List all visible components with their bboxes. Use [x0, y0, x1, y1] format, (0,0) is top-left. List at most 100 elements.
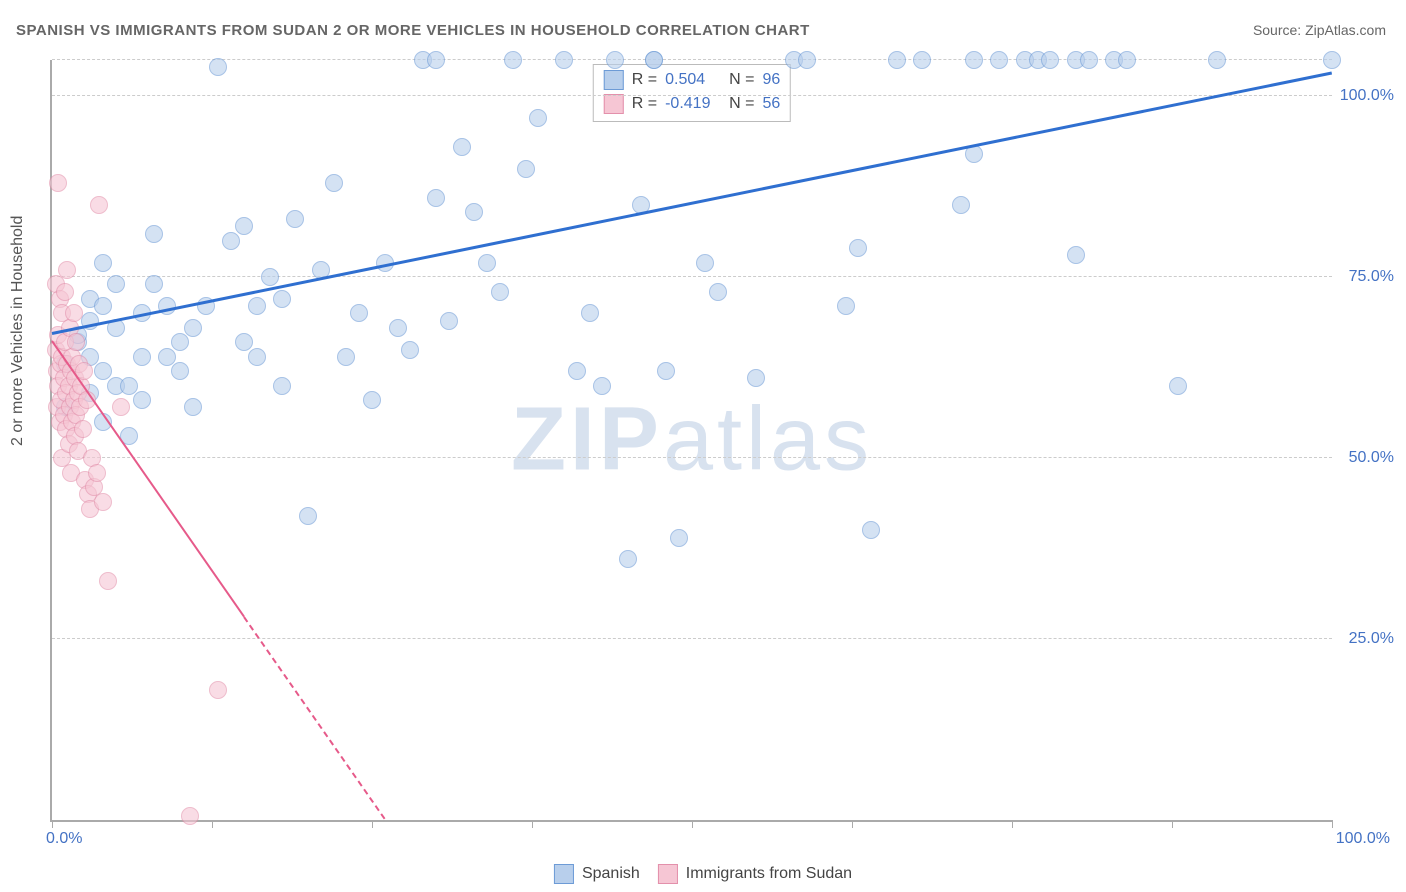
scatter-point [248, 348, 266, 366]
scatter-point [427, 189, 445, 207]
y-tick-label: 25.0% [1349, 630, 1394, 648]
scatter-point [1067, 246, 1085, 264]
scatter-point [158, 348, 176, 366]
scatter-point [273, 290, 291, 308]
scatter-point [1208, 51, 1226, 69]
legend-item: Immigrants from Sudan [658, 864, 852, 884]
scatter-point [171, 333, 189, 351]
watermark: ZIPatlas [511, 389, 873, 492]
scatter-point [593, 377, 611, 395]
scatter-point [862, 521, 880, 539]
scatter-point [67, 333, 85, 351]
scatter-point [990, 51, 1008, 69]
legend-item: Spanish [554, 864, 640, 884]
scatter-point [504, 51, 522, 69]
scatter-point [209, 681, 227, 699]
stat-label-n: N = [729, 68, 754, 92]
scatter-point [325, 174, 343, 192]
stats-row: R =0.504N =96 [604, 68, 780, 92]
y-tick-label: 100.0% [1340, 87, 1394, 105]
scatter-point [965, 51, 983, 69]
x-tick [372, 820, 373, 828]
scatter-point [798, 51, 816, 69]
scatter-point [261, 268, 279, 286]
x-tick [1332, 820, 1333, 828]
x-tick [692, 820, 693, 828]
stat-value-r: 0.504 [665, 68, 721, 92]
scatter-point [529, 109, 547, 127]
scatter-point [56, 283, 74, 301]
scatter-point [568, 362, 586, 380]
scatter-point [171, 362, 189, 380]
scatter-point [286, 210, 304, 228]
watermark-bold: ZIP [511, 390, 663, 490]
scatter-point [107, 275, 125, 293]
y-tick-label: 50.0% [1349, 449, 1394, 467]
scatter-point [184, 319, 202, 337]
scatter-point [74, 420, 92, 438]
scatter-point [517, 160, 535, 178]
scatter-point [133, 391, 151, 409]
scatter-point [913, 51, 931, 69]
scatter-point [1080, 51, 1098, 69]
scatter-point [849, 239, 867, 257]
scatter-point [94, 493, 112, 511]
x-tick [1012, 820, 1013, 828]
source-link[interactable]: ZipAtlas.com [1305, 22, 1386, 38]
trend-line [243, 616, 385, 819]
gridline [52, 59, 1332, 60]
scatter-point [248, 297, 266, 315]
stats-legend-box: R =0.504N =96R =-0.419N =56 [593, 64, 791, 122]
scatter-point [1118, 51, 1136, 69]
scatter-point [401, 341, 419, 359]
scatter-point [1041, 51, 1059, 69]
scatter-point [427, 51, 445, 69]
y-axis-label: 2 or more Vehicles in Household [9, 216, 27, 446]
source-attribution: Source: ZipAtlas.com [1253, 22, 1386, 38]
scatter-point [49, 174, 67, 192]
scatter-point [235, 217, 253, 235]
scatter-point [657, 362, 675, 380]
plot-area: ZIPatlas R =0.504N =96R =-0.419N =56 25.… [50, 60, 1332, 822]
scatter-point [491, 283, 509, 301]
scatter-point [112, 398, 130, 416]
scatter-point [696, 254, 714, 272]
scatter-point [337, 348, 355, 366]
scatter-point [94, 297, 112, 315]
scatter-point [145, 225, 163, 243]
x-tick-label: 100.0% [1336, 830, 1390, 848]
scatter-point [94, 254, 112, 272]
gridline [52, 95, 1332, 96]
scatter-point [88, 464, 106, 482]
scatter-point [478, 254, 496, 272]
scatter-point [952, 196, 970, 214]
scatter-point [606, 51, 624, 69]
scatter-point [581, 304, 599, 322]
x-tick-label: 0.0% [46, 830, 82, 848]
stat-label-r: R = [632, 68, 657, 92]
legend-swatch [604, 70, 624, 90]
scatter-point [670, 529, 688, 547]
watermark-light: atlas [663, 390, 873, 490]
scatter-point [94, 362, 112, 380]
scatter-point [209, 58, 227, 76]
scatter-point [181, 807, 199, 825]
scatter-point [709, 283, 727, 301]
scatter-point [184, 398, 202, 416]
scatter-point [120, 377, 138, 395]
scatter-point [273, 377, 291, 395]
scatter-point [58, 261, 76, 279]
scatter-point [350, 304, 368, 322]
chart-container: SPANISH VS IMMIGRANTS FROM SUDAN 2 OR MO… [0, 0, 1406, 892]
bottom-legend: Spanish Immigrants from Sudan [554, 864, 852, 884]
y-tick-label: 75.0% [1349, 268, 1394, 286]
scatter-point [65, 304, 83, 322]
gridline [52, 457, 1332, 458]
scatter-point [619, 550, 637, 568]
gridline [52, 638, 1332, 639]
source-prefix: Source: [1253, 22, 1305, 38]
scatter-point [235, 333, 253, 351]
scatter-point [222, 232, 240, 250]
x-tick [532, 820, 533, 828]
scatter-point [465, 203, 483, 221]
